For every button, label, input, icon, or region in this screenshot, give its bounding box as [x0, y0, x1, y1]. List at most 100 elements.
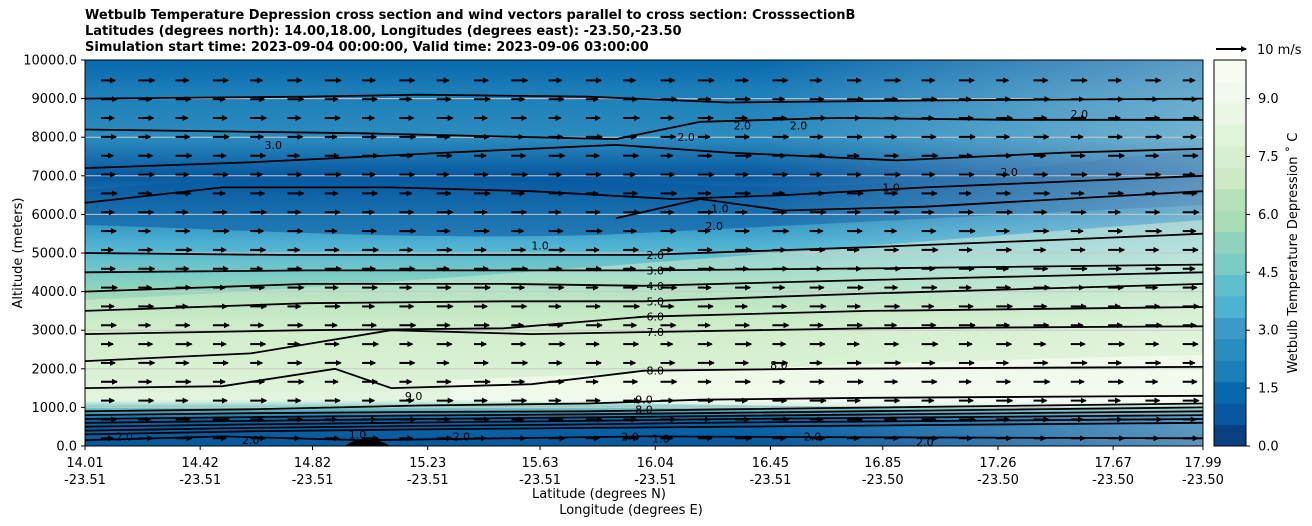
contour-line-4	[85, 232, 1203, 256]
y-tick-label-6: 6000.0	[32, 208, 78, 223]
contour-label-22: 2.0	[1071, 108, 1089, 121]
y-tick-label-7: 7000.0	[32, 169, 78, 184]
x-tick-lat-0: 14.01	[66, 456, 103, 471]
contour-line-8	[85, 306, 1203, 335]
quiver-key-label: 10 m/s	[1257, 43, 1302, 58]
x-tick-lat-2: 14.82	[294, 456, 331, 471]
contour-line-3	[85, 174, 1203, 204]
contour-line-7	[85, 283, 1203, 312]
contour-line-9	[85, 325, 1203, 362]
colorbar-segment-4	[1214, 338, 1246, 361]
colorbar-label: Wetbulb Temperature Depression ˚ C	[1285, 133, 1301, 374]
x-axis-label-latitude: Latitude (degrees N)	[532, 487, 666, 502]
contour-line-12	[85, 402, 1203, 416]
plot-area: 2.03.04.05.06.07.08.09.08.02.0 1.0 2.02.02…	[85, 60, 1203, 449]
y-tick-label-9: 9000.0	[32, 92, 78, 107]
y-axis-label: Altitude (meters)	[11, 198, 26, 309]
colorbar-segment-8	[1214, 253, 1246, 275]
colorbar-segment-6	[1214, 295, 1246, 318]
contour-label-9: 2.0	[621, 430, 639, 443]
contour-line-15	[85, 414, 1203, 428]
x-tick-lon-2: -23.51	[292, 473, 334, 488]
colorbar-tick-label-1: 1.5	[1258, 382, 1279, 397]
y-tick-label-10: 10000.0	[23, 54, 77, 69]
y-tick-label-2: 2000.0	[32, 362, 78, 377]
y-tick-label-8: 8000.0	[32, 131, 78, 146]
colorbar-segment-3	[1214, 360, 1246, 383]
contour-label-12: 2.0	[453, 430, 471, 443]
x-tick-lon-5: -23.51	[634, 473, 676, 488]
y-tick-label-0: 0.0	[56, 440, 77, 455]
contour-label-4: 6.0	[646, 311, 664, 324]
x-tick-lat-7: 16.85	[864, 456, 901, 471]
contour-line-16	[85, 418, 1203, 432]
wind-vectors	[101, 77, 1200, 442]
x-tick-lon-10: -23.50	[1182, 473, 1224, 488]
contour-label-28: 8.0	[770, 359, 788, 372]
x-tick-lon-0: -23.51	[64, 473, 106, 488]
x-tick-lon-4: -23.51	[519, 473, 561, 488]
y-tick-label-3: 3000.0	[32, 324, 78, 339]
contour-label-2: 4.0	[646, 280, 664, 293]
contour-line-6	[85, 271, 1203, 293]
contour-line-2	[85, 143, 1203, 169]
contour-line-13	[85, 406, 1203, 420]
quiver-key: 10 m/s	[1216, 43, 1302, 58]
contour-label-1: 3.0	[646, 264, 664, 277]
x-tick-lat-1: 14.42	[182, 456, 219, 471]
contour-label-26: 1.0	[531, 239, 549, 252]
title-line-1: Wetbulb Temperature Depression cross sec…	[85, 8, 856, 23]
colorbar-segment-7	[1214, 274, 1246, 297]
colorbar-segment-2	[1214, 381, 1246, 404]
contour-label-5: 7.0	[646, 326, 664, 339]
contour-label-0: 2.0	[646, 249, 664, 262]
contour-line-10	[85, 366, 1203, 390]
colorbar-tick-label-6: 9.0	[1258, 92, 1279, 107]
contour-label-11: 2.0	[804, 430, 822, 443]
contour-label-19: 2.0	[677, 131, 695, 144]
contour-label-13: 2.0	[116, 430, 134, 443]
x-tick-lon-3: -23.51	[407, 473, 449, 488]
colorbar-segment-12	[1214, 167, 1246, 190]
contour-label-16: 2.0	[916, 436, 934, 449]
x-axis-label-longitude: Longitude (degrees E)	[559, 503, 703, 518]
contour-label-17: 1.0	[711, 203, 729, 216]
x-tick-lat-8: 17.26	[979, 456, 1016, 471]
colorbar-segment-17	[1214, 60, 1246, 82]
contour-lines	[85, 93, 1203, 442]
x-tick-lon-6: -23.51	[749, 473, 791, 488]
colorbar-segment-9	[1214, 231, 1246, 254]
y-tick-label-5: 5000.0	[32, 247, 78, 262]
colorbar-frame	[1213, 59, 1247, 447]
colorbar-segment-15	[1214, 102, 1246, 125]
colorbar-tick-label-5: 7.5	[1258, 150, 1279, 165]
colorbar-segment-10	[1214, 210, 1246, 233]
colorbar-tick-label-2: 3.0	[1258, 324, 1279, 339]
colorbar-segment-1	[1214, 403, 1246, 426]
contour-label-20: 2.0	[734, 120, 752, 133]
contour-label-6: 8.0	[646, 365, 664, 378]
title-line-3: Simulation start time: 2023-09-04 00:00:…	[85, 40, 649, 55]
contour-labels: 2.03.04.05.06.07.08.09.08.02.0 1.0 2.02.02…	[116, 108, 1089, 449]
colorbar-tick-label-4: 6.0	[1258, 208, 1279, 223]
colorbar-segment-5	[1214, 317, 1246, 340]
title-line-2: Latitudes (degrees north): 14.00,18.00, …	[85, 24, 682, 39]
x-tick-lat-10: 17.99	[1184, 456, 1221, 471]
contour-line-14	[85, 410, 1203, 424]
colorbar-segment-16	[1214, 81, 1246, 104]
chart-title: Wetbulb Temperature Depression cross sec…	[85, 8, 855, 56]
x-tick-lon-8: -23.50	[977, 473, 1019, 488]
contour-label-14: 2.0	[242, 434, 260, 447]
contour-label-21: 2.0	[790, 120, 808, 133]
contour-label-3: 5.0	[646, 295, 664, 308]
x-tick-lon-7: -23.50	[862, 473, 904, 488]
y-tick-label-4: 4000.0	[32, 285, 78, 300]
x-tick-lat-4: 15.63	[521, 456, 558, 471]
colorbar: 0.0 1.5 3.0 4.5 6.0 7.5 9.0	[1213, 59, 1279, 455]
colorbar-tick-label-3: 4.5	[1258, 266, 1279, 281]
contour-line-17	[85, 421, 1203, 436]
x-tick-lat-6: 16.45	[752, 456, 789, 471]
contour-line-0	[85, 93, 1203, 104]
colorbar-segment-11	[1214, 188, 1246, 211]
